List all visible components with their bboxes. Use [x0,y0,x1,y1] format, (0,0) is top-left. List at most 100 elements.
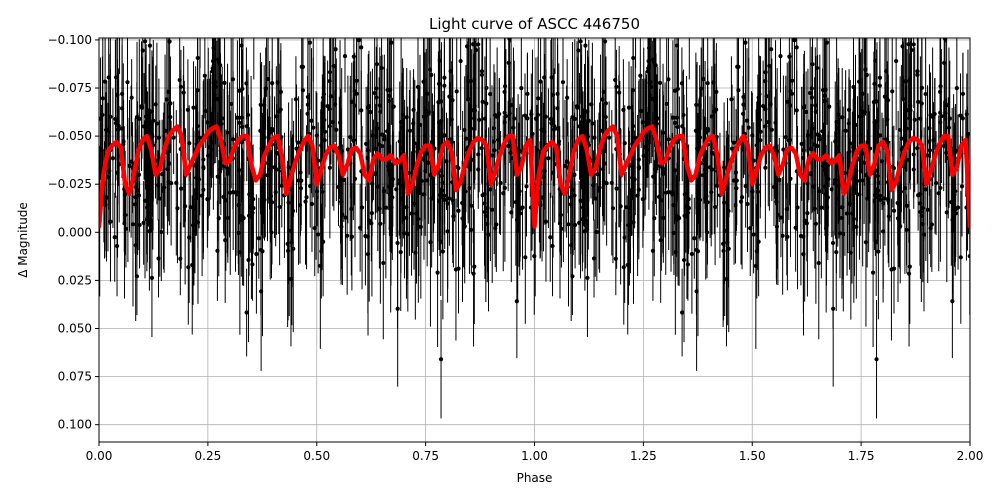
data-point [824,205,830,210]
data-point [291,246,296,251]
data-point [877,193,882,198]
data-point [404,115,409,120]
data-point [395,306,400,311]
data-point [506,143,511,149]
data-point [384,129,390,134]
data-point [538,79,543,84]
data-point [536,96,541,101]
x-axis-label: Phase [517,471,553,485]
data-point [129,95,134,100]
data-point [274,150,279,155]
data-point [327,107,332,112]
data-point [546,156,551,161]
data-point [851,84,856,90]
data-point [960,91,966,96]
data-point [366,104,372,109]
data-point [756,95,761,100]
data-point [572,193,577,198]
data-point [221,194,226,200]
data-point [851,216,856,222]
data-point [853,122,858,128]
data-point [181,90,186,95]
data-point [112,235,117,240]
data-point [206,153,211,158]
data-point [699,86,704,91]
data-point [166,89,171,95]
data-point [767,63,772,69]
data-point [899,136,904,141]
data-point [886,198,891,203]
data-point [429,72,434,78]
data-point [631,220,636,225]
data-point [464,44,470,49]
data-point [235,115,240,120]
data-point [108,114,113,119]
data-point [911,42,916,47]
data-point [927,139,932,144]
data-point [551,127,556,132]
data-point [846,121,851,126]
data-point [431,176,436,181]
data-point [674,217,679,222]
data-point [251,196,256,202]
data-point [647,96,652,102]
data-point [482,116,487,121]
data-point [438,99,444,104]
data-point [822,168,827,173]
data-point [303,199,308,204]
data-point [610,206,616,211]
data-point [542,168,547,174]
data-point [191,105,196,110]
data-point [790,78,795,83]
data-point [585,134,590,139]
data-point [388,87,393,92]
data-point [467,118,472,123]
data-point [483,213,488,219]
data-point [480,99,485,104]
data-point [876,249,881,254]
data-point [757,117,762,123]
data-point [817,189,822,194]
data-point [938,120,943,125]
data-point [622,141,627,146]
data-point [685,191,690,196]
data-point [879,159,885,164]
data-point [213,84,218,89]
data-point [405,232,410,237]
data-point [374,62,380,67]
data-point [813,103,818,108]
data-point [804,109,809,115]
data-point [164,97,169,102]
data-point [715,183,720,188]
data-point [859,113,864,118]
data-point [223,198,228,203]
data-point [364,141,369,146]
data-point [916,193,921,198]
data-point [539,127,544,132]
data-point [365,252,371,257]
data-point [136,193,142,198]
data-point [754,249,759,254]
data-point [117,162,122,167]
data-point [591,183,596,188]
data-point [788,89,793,94]
data-point [812,206,817,211]
data-point [265,173,270,178]
data-point [103,127,109,132]
data-point [666,77,671,82]
data-point [786,138,791,143]
data-point [679,81,685,86]
data-point [653,167,658,172]
data-point [316,232,321,237]
data-point [450,98,455,103]
data-point [774,224,780,229]
data-point [533,116,539,121]
data-point [750,189,755,194]
axes-ticks: 0.00 0.25 0.50 0.75 1.00 1.25 1.50 1.75 2.00 −0.1… [48,33,984,463]
data-point [143,120,148,125]
data-point [309,201,315,207]
data-point [438,239,443,244]
data-point [689,251,695,257]
data-point [557,221,563,226]
data-point [387,168,392,173]
